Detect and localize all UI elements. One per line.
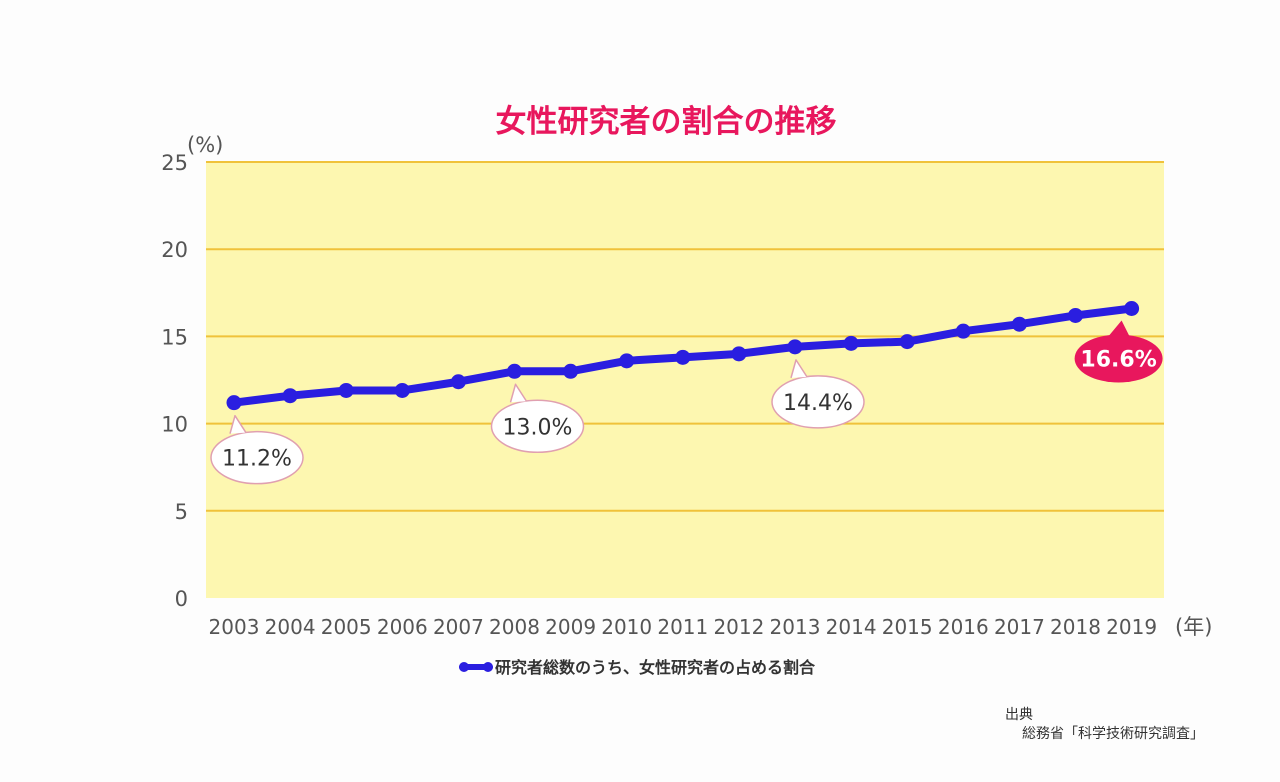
data-point xyxy=(843,335,859,351)
data-point xyxy=(1011,316,1027,332)
data-point xyxy=(226,395,242,411)
data-point xyxy=(282,388,298,404)
y-tick-label: 25 xyxy=(161,151,188,175)
data-point xyxy=(1124,300,1140,316)
x-axis-unit: (年) xyxy=(1175,615,1212,639)
callout-pointer xyxy=(790,359,808,379)
series-points xyxy=(226,300,1140,411)
data-point xyxy=(394,382,410,398)
data-point xyxy=(450,374,466,390)
x-tick-label: 2018 xyxy=(1050,615,1101,639)
y-tick-label: 5 xyxy=(175,500,188,524)
x-tick-label: 2003 xyxy=(209,615,260,639)
x-tick-label: 2016 xyxy=(938,615,989,639)
callout-label: 16.6% xyxy=(1080,347,1156,372)
x-tick-label: 2013 xyxy=(770,615,821,639)
plot-area xyxy=(206,162,1164,598)
x-tick-label: 2010 xyxy=(601,615,652,639)
callout-label: 11.2% xyxy=(222,447,292,472)
callout-pointer xyxy=(1106,320,1131,339)
x-tick-label: 2006 xyxy=(377,615,428,639)
callout-bubble xyxy=(210,430,304,485)
data-point xyxy=(507,363,522,379)
data-point xyxy=(955,323,971,339)
y-axis-unit: (%) xyxy=(187,133,223,157)
x-tick-label: 2017 xyxy=(994,615,1045,639)
x-tick-label: 2015 xyxy=(882,615,933,639)
data-point xyxy=(619,353,635,369)
value-callouts: 11.2% 13.0% 14.4% 16.6% xyxy=(210,320,1163,485)
callout: 13.0% xyxy=(490,383,585,454)
x-tick-label: 2008 xyxy=(489,615,540,639)
source-text: 総務省「科学技術研究調査」 xyxy=(1022,726,1204,742)
data-point xyxy=(675,349,691,365)
x-tick-label: 2005 xyxy=(321,615,372,639)
x-axis-ticks: 2003 2004 2005 2006 2007 2008 2009 2010 2011 2012… xyxy=(209,615,1158,639)
x-tick-label: 2019 xyxy=(1106,615,1157,639)
x-tick-label: 2014 xyxy=(826,615,877,639)
grid-lines xyxy=(206,161,1164,512)
legend-marker xyxy=(459,662,469,672)
x-tick-label: 2012 xyxy=(713,615,764,639)
source-label: 出典 xyxy=(1005,707,1033,723)
data-point xyxy=(731,346,747,362)
callout-bubble xyxy=(490,399,585,454)
y-tick-label: 0 xyxy=(175,587,188,611)
callout-pointer xyxy=(229,414,247,434)
data-point xyxy=(787,339,803,355)
x-tick-label: 2007 xyxy=(433,615,484,639)
y-tick-label: 15 xyxy=(161,325,188,349)
y-axis-ticks: 0 5 10 15 20 25 xyxy=(161,151,188,611)
x-tick-label: 2011 xyxy=(657,615,708,639)
x-tick-label: 2004 xyxy=(265,615,316,639)
y-tick-label: 10 xyxy=(161,413,188,437)
callout-bubble xyxy=(771,375,865,429)
callout: 16.6% xyxy=(1074,320,1163,383)
legend-marker xyxy=(483,662,493,672)
x-tick-label: 2009 xyxy=(545,615,596,639)
data-point xyxy=(563,363,579,379)
data-point xyxy=(899,334,915,350)
data-point xyxy=(1068,307,1083,323)
callout-bubble xyxy=(1074,334,1163,383)
callout-pointer xyxy=(509,383,528,403)
callout: 14.4% xyxy=(771,359,865,429)
callout-label: 14.4% xyxy=(783,391,853,416)
legend-label: 研究者総数のうち、女性研究者の占める割合 xyxy=(495,658,816,677)
callout: 11.2% xyxy=(210,414,304,485)
y-tick-label: 20 xyxy=(161,238,188,262)
data-point xyxy=(338,382,354,398)
callout-label: 13.0% xyxy=(503,415,573,440)
legend: 研究者総数のうち、女性研究者の占める割合 xyxy=(459,658,816,677)
chart-title: 女性研究者の割合の推移 xyxy=(496,104,837,140)
